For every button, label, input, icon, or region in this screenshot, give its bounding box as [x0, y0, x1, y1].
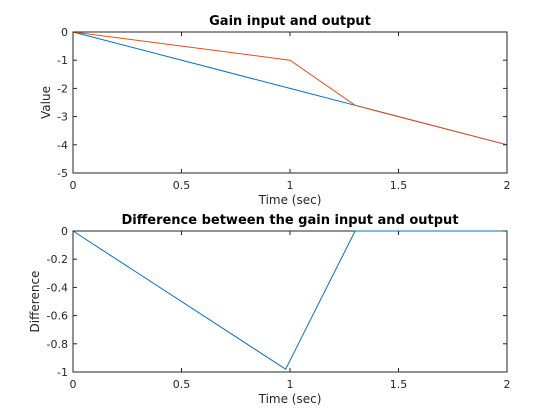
plot-area: [72, 31, 508, 174]
series-line-1: [72, 31, 508, 146]
x-tick-label: 0: [70, 179, 77, 192]
x-axis-label: Time (sec): [258, 193, 322, 207]
y-tick-label: -1: [57, 366, 68, 379]
y-tick-label: -0.4: [47, 281, 68, 294]
x-tick-label: 1: [287, 179, 294, 192]
subplot-gain-input-output: 0 0.5 1 1.5 2 0 -1 -2 -3 -4 -5 Gain input and outpu…: [39, 14, 511, 207]
y-tick-label: 0: [61, 225, 68, 238]
x-tick-label: 0.5: [173, 378, 191, 391]
y-tick-label: 0: [61, 26, 68, 39]
x-tick-label: 2: [504, 378, 511, 391]
y-tick-label: -0.8: [47, 338, 68, 351]
y-tick-label: -2: [57, 82, 68, 95]
x-tick-label: 1: [287, 378, 294, 391]
y-tick-label: -3: [57, 111, 68, 124]
y-tick-label: -0.2: [47, 253, 68, 266]
y-tick-label: -5: [57, 167, 68, 180]
x-tick-label: 0.5: [173, 179, 191, 192]
x-axis-label: Time (sec): [258, 392, 322, 406]
plot-area: [72, 230, 508, 373]
y-tick-label: -4: [57, 139, 68, 152]
x-tick-label: 2: [504, 179, 511, 192]
y-axis-label: Difference: [28, 271, 42, 333]
chart-title: Difference between the gain input and ou…: [121, 213, 458, 228]
x-tick-label: 1.5: [390, 179, 408, 192]
x-tick-label: 1.5: [390, 378, 408, 391]
x-tick-label: 0: [70, 378, 77, 391]
subplot-difference: 0 0.5 1 1.5 2 0 -0.2 -0.4 -0.6 -0.8 -1 Difference b…: [28, 213, 511, 406]
y-tick-label: -1: [57, 54, 68, 67]
chart-title: Gain input and output: [209, 14, 371, 29]
y-axis-label: Value: [39, 86, 53, 119]
series-line-0: [72, 230, 507, 370]
y-tick-label: -0.6: [47, 310, 68, 323]
